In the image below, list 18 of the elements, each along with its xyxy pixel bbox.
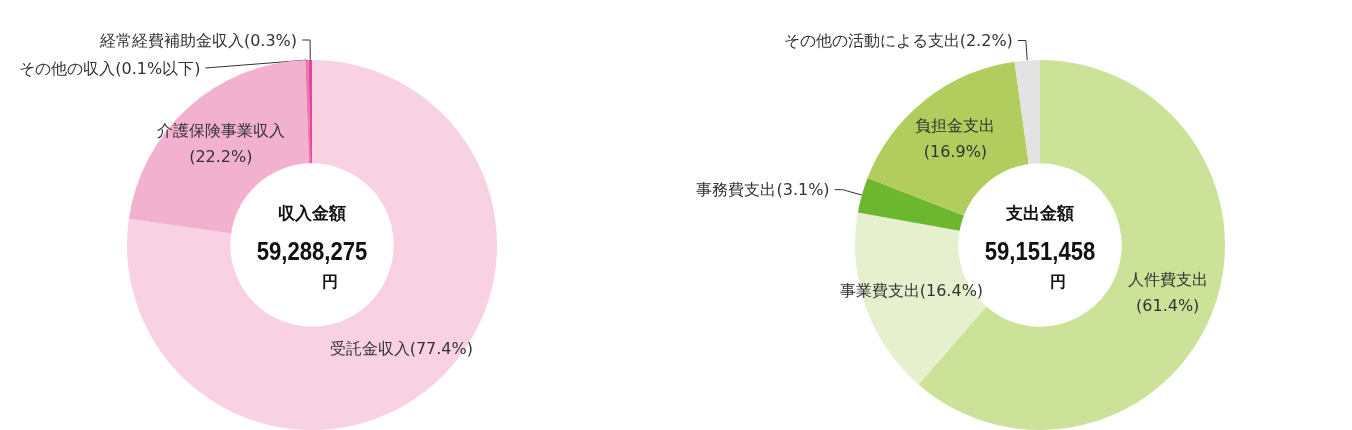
slice-label: その他の活動による支出(2.2%) (783, 30, 1013, 50)
text: 収入金額 (278, 203, 346, 223)
slice-label: 事業費支出(16.4%) (839, 280, 984, 300)
text: 59,151,458 (984, 236, 1096, 266)
slice-label: 経常経費補助金収入(0.3%) (98, 30, 298, 50)
data-label: (16.9%) (923, 141, 988, 161)
slice-label: 人件費支出 (1127, 270, 1208, 290)
text: 59,288,275 (256, 236, 368, 266)
slice-label: 受託金収入(77.4%) (329, 338, 473, 358)
slice-label: その他の収入(0.1%以下) (19, 58, 201, 78)
text: 支出金額 (1005, 203, 1074, 223)
text: 円 (322, 271, 338, 291)
slice-label: 介護保険事業収入 (156, 121, 285, 141)
slice-label: 負担金支出 (915, 115, 996, 135)
data-label: (61.4%) (1136, 296, 1200, 316)
data-label: (22.2%) (189, 147, 253, 167)
text: 円 (1050, 271, 1066, 291)
slice-label: 事務費支出(3.1%) (696, 180, 830, 200)
